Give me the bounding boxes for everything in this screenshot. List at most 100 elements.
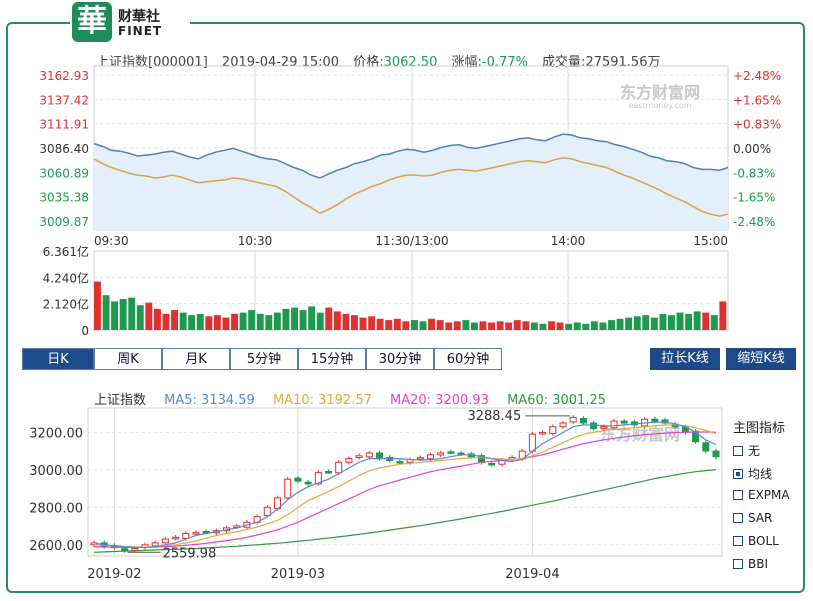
- candle-body: [335, 461, 343, 474]
- price-tick-label: 3035.38: [39, 191, 89, 205]
- volume-bar: [685, 313, 693, 330]
- indicator-bbi[interactable]: BBI: [733, 557, 768, 571]
- volume-bar: [205, 316, 213, 330]
- indicator-title: 主图指标: [733, 421, 786, 436]
- candle-body: [304, 481, 312, 485]
- kline-tick-label: 2600.00: [29, 539, 83, 554]
- checkbox-checked-icon[interactable]: [733, 469, 743, 479]
- volume-bar: [222, 317, 230, 330]
- indicator-sar[interactable]: SAR: [733, 511, 772, 525]
- tab-monthly[interactable]: 月K: [162, 348, 230, 370]
- tab-15min[interactable]: 15分钟: [298, 348, 366, 370]
- checkbox-icon[interactable]: [733, 446, 743, 456]
- legend-ma60: MA60: 3001.25: [507, 393, 606, 408]
- checkbox-icon[interactable]: [733, 559, 743, 569]
- candle-body: [182, 533, 190, 539]
- candle-body: [325, 471, 332, 474]
- volume-bar: [119, 299, 127, 330]
- volume-bar: [642, 315, 650, 330]
- pct-tick-label: +0.83%: [733, 118, 781, 132]
- candle-body: [131, 548, 139, 551]
- volume-bar: [573, 322, 581, 330]
- candle-body: [427, 454, 434, 460]
- candle-body: [345, 458, 353, 463]
- volume-bar: [599, 322, 607, 330]
- volume-bar: [496, 321, 504, 330]
- volume-bar: [693, 311, 701, 330]
- volume-bar: [162, 313, 170, 330]
- volume-bar: [659, 313, 667, 330]
- volume-bar: [256, 313, 264, 330]
- volume-bar: [111, 301, 118, 330]
- volume-bar: [385, 320, 393, 330]
- checkbox-icon[interactable]: [733, 536, 743, 546]
- volume-bar: [265, 315, 273, 330]
- candle-body: [416, 457, 424, 460]
- volume-bar: [556, 322, 564, 330]
- candle-body: [712, 450, 720, 458]
- volume-bar: [719, 301, 727, 330]
- low-annotation: 2559.98: [163, 546, 217, 561]
- volume-bar: [668, 315, 675, 330]
- tab-daily[interactable]: 日K: [22, 348, 94, 370]
- price-tick-label: 3086.40: [39, 142, 89, 156]
- volume-bar: [608, 320, 615, 330]
- volume-tick-label: 6.361亿: [43, 244, 89, 259]
- volume-bar: [436, 320, 444, 330]
- indicator-ma[interactable]: 均线: [733, 465, 772, 482]
- legend-ma10: MA10: 3192.57: [272, 393, 372, 408]
- indicator-boll[interactable]: BOLL: [733, 534, 779, 548]
- candle-body: [569, 416, 577, 423]
- finet-logo: 華: [72, 2, 112, 42]
- candle-body: [192, 532, 200, 535]
- narrow-kline-button[interactable]: 缩短K线: [726, 348, 796, 370]
- volume-bar: [376, 318, 384, 330]
- pct-tick-label: +1.65%: [733, 93, 781, 107]
- candle-body: [172, 536, 180, 540]
- volume-bar: [273, 312, 281, 330]
- candle-body: [579, 418, 587, 424]
- candle-body: [620, 420, 628, 424]
- candle-body: [528, 433, 536, 452]
- volume-tick-label: 4.240亿: [43, 270, 89, 285]
- tab-5min[interactable]: 5分钟: [230, 348, 298, 370]
- volume-bar: [453, 321, 461, 330]
- volume-bar: [333, 311, 341, 330]
- indicator-expma[interactable]: EXPMA: [733, 488, 790, 502]
- price-line: [93, 133, 729, 179]
- volume-bar: [393, 318, 401, 330]
- time-tick-label: 15:00: [693, 234, 728, 248]
- volume-bar: [231, 313, 238, 330]
- volume-bar: [702, 312, 710, 330]
- ma20-line: [93, 431, 717, 548]
- kline-tick-label: 3200.00: [29, 426, 83, 441]
- price-tick-label: 3162.93: [39, 69, 89, 83]
- candle-body: [610, 420, 618, 429]
- volume-bar: [471, 322, 478, 330]
- candle-body: [376, 452, 383, 460]
- volume-bar: [351, 315, 358, 330]
- checkbox-icon[interactable]: [733, 513, 743, 523]
- volume-bar: [308, 306, 316, 330]
- tab-weekly[interactable]: 周K: [94, 348, 162, 370]
- candle-body: [549, 426, 557, 434]
- volume-bar: [196, 313, 204, 330]
- volume-bar: [411, 320, 418, 330]
- tab-30min[interactable]: 30分钟: [366, 348, 434, 370]
- candle-body: [355, 455, 363, 458]
- volume-bar: [128, 297, 136, 330]
- volume-bar: [650, 317, 658, 330]
- kline-date-label: 2019-04: [505, 567, 559, 582]
- widen-kline-button[interactable]: 拉长K线: [650, 348, 720, 370]
- volume-bar: [616, 318, 624, 330]
- volume-bar: [136, 305, 144, 330]
- indicator-none[interactable]: 无: [733, 442, 760, 459]
- checkbox-icon[interactable]: [733, 490, 743, 500]
- candle-body: [314, 472, 322, 485]
- high-annotation: 3288.45: [467, 409, 521, 424]
- tab-60min[interactable]: 60分钟: [434, 348, 502, 370]
- candle-body: [294, 477, 302, 482]
- ma-legend: 上证指数 MA5: 3134.59 MA10: 3192.57 MA20: 32…: [94, 389, 620, 408]
- volume-bar: [368, 316, 376, 330]
